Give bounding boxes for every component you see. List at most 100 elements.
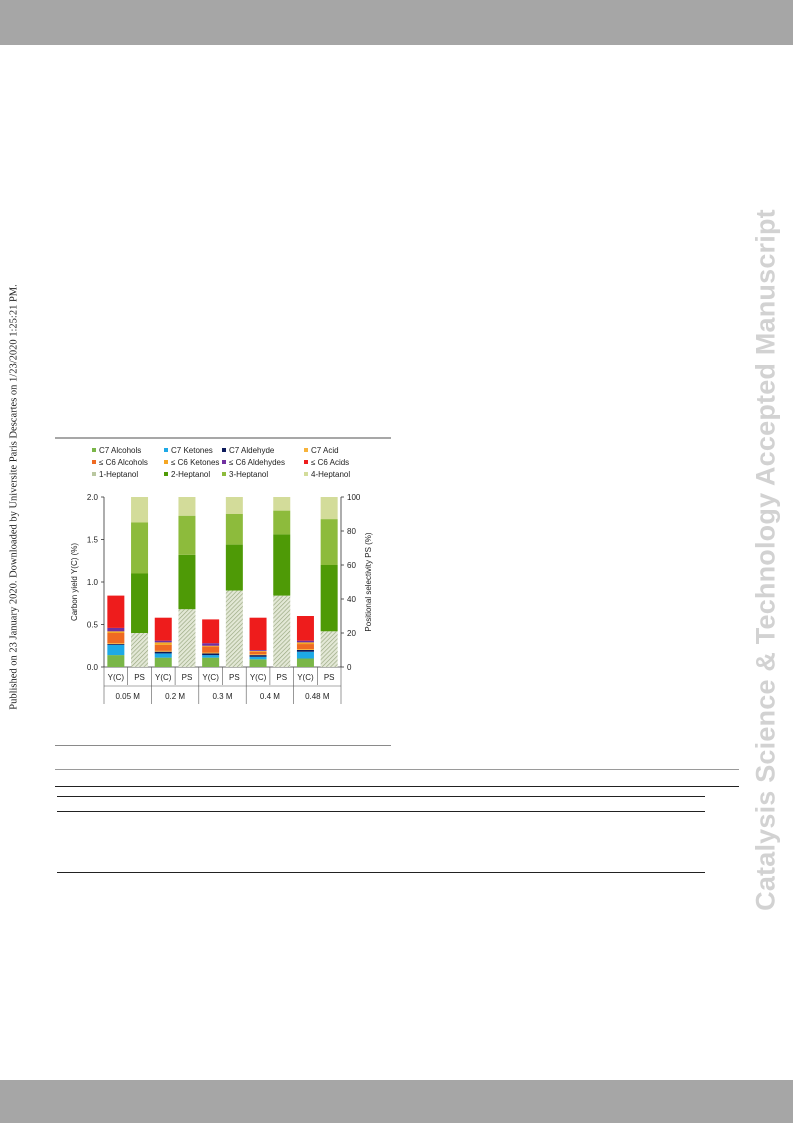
group-label: 0.3 M [212, 692, 232, 701]
legend-swatch [304, 472, 308, 476]
selectivity-bar-segment [131, 497, 149, 523]
selectivity-bar-segment [225, 590, 243, 667]
yield-bar-segment [202, 655, 220, 658]
table-top-rule [57, 796, 705, 797]
legend-label: C7 Acid [311, 446, 339, 455]
yield-bar-segment [154, 653, 172, 658]
selectivity-bar-segment [225, 514, 243, 545]
yield-bar-segment [296, 650, 314, 652]
y2-tick-label: 20 [347, 629, 356, 638]
table-header-rule [57, 811, 705, 812]
legend-label: 4-Heptanol [311, 470, 350, 479]
bar-label: PS [134, 673, 145, 682]
yield-bar-segment [107, 655, 125, 667]
selectivity-bar-segment [131, 522, 149, 574]
legend-swatch [164, 448, 168, 452]
yield-bar-segment [154, 642, 172, 645]
yield-bar-segment [296, 649, 314, 650]
legend-label: 2-Heptanol [171, 470, 210, 479]
legend-swatch [164, 460, 168, 464]
selectivity-bar-segment [225, 497, 243, 514]
selectivity-bar-segment [320, 519, 338, 565]
yield-bar-segment [107, 644, 125, 645]
legend-swatch [92, 448, 96, 452]
yield-bar-segment [249, 650, 267, 651]
footer-band [0, 1080, 793, 1123]
legend-label: ≤ C6 Acids [311, 458, 349, 467]
section-rule-dark [55, 786, 739, 787]
yield-bar-segment [107, 627, 125, 632]
legend-swatch [304, 448, 308, 452]
selectivity-bar-segment [131, 573, 149, 633]
legend-label: 1-Heptanol [99, 470, 138, 479]
section-rule-grey [55, 769, 739, 770]
yield-bar-segment [202, 653, 220, 656]
yield-bar-segment [296, 642, 314, 645]
yield-bar-segment [296, 658, 314, 667]
group-label: 0.4 M [260, 692, 280, 701]
yield-bar-segment [249, 650, 267, 652]
bar-label: Y(C) [155, 673, 172, 682]
figure-bottom-rule [55, 745, 391, 746]
selectivity-bar-segment [320, 565, 338, 632]
legend-swatch [222, 460, 226, 464]
yield-bar-segment [154, 650, 172, 652]
yield-bar-segment [107, 643, 125, 645]
bar-label: Y(C) [202, 673, 219, 682]
legend-swatch [304, 460, 308, 464]
selectivity-bar-segment [273, 510, 291, 535]
legend-label: ≤ C6 Aldehydes [229, 458, 285, 467]
bar-label: Y(C) [297, 673, 314, 682]
selectivity-bar-segment [320, 631, 338, 667]
group-label: 0.2 M [165, 692, 185, 701]
y2-tick-label: 40 [347, 595, 356, 604]
bar-label: PS [276, 673, 287, 682]
yield-bar-segment [296, 640, 314, 643]
bar-label: PS [182, 673, 193, 682]
yield-bar-segment [202, 643, 220, 646]
y-tick-label: 1.5 [87, 536, 99, 545]
yield-bar-segment [249, 655, 267, 657]
yield-bar-segment [249, 651, 267, 655]
legend-swatch [92, 472, 96, 476]
selectivity-bar-segment [225, 544, 243, 591]
legend-label: C7 Aldehyde [229, 446, 275, 455]
yield-bar-segment [296, 644, 314, 650]
legend-swatch [222, 448, 226, 452]
yield-bar-segment [249, 617, 267, 650]
selectivity-bar-segment [178, 497, 196, 516]
yield-bar-segment [202, 619, 220, 644]
selectivity-bar-segment [273, 497, 291, 511]
yield-bar-segment [296, 616, 314, 641]
selectivity-bar-segment [273, 534, 291, 596]
y-tick-label: 0.0 [87, 663, 99, 672]
group-label: 0.05 M [115, 692, 140, 701]
yield-bar-segment [202, 645, 220, 647]
bar-label: Y(C) [250, 673, 267, 682]
yield-bar-segment [107, 631, 125, 633]
y2-tick-label: 0 [347, 663, 352, 672]
y-axis-title: Carbon yield Y(C) (%) [70, 543, 79, 621]
selectivity-bar-segment [320, 497, 338, 520]
y-tick-label: 2.0 [87, 493, 99, 502]
selectivity-bar-segment [178, 515, 196, 555]
selectivity-bar-segment [131, 633, 149, 667]
yield-bar-segment [154, 657, 172, 667]
yield-bar-segment [107, 595, 125, 628]
y-tick-label: 0.5 [87, 621, 99, 630]
yield-bar-segment [249, 654, 267, 656]
yield-bar-segment [249, 656, 267, 660]
yield-bar-segment [249, 659, 267, 667]
chart-plot: C7 Alcohols C7 Ketones C7 Aldehyde C7 Acid ≤… [55, 437, 391, 704]
selectivity-bar-segment [178, 554, 196, 610]
selectivity-bar-segment [178, 609, 196, 667]
legend-swatch [222, 472, 226, 476]
y-tick-label: 1.0 [87, 578, 99, 587]
group-label: 0.48 M [305, 692, 330, 701]
yield-bar-segment [202, 646, 220, 653]
yield-bar-segment [202, 652, 220, 654]
header-band [0, 0, 793, 45]
legend-swatch [92, 460, 96, 464]
yield-bar-segment [296, 651, 314, 659]
